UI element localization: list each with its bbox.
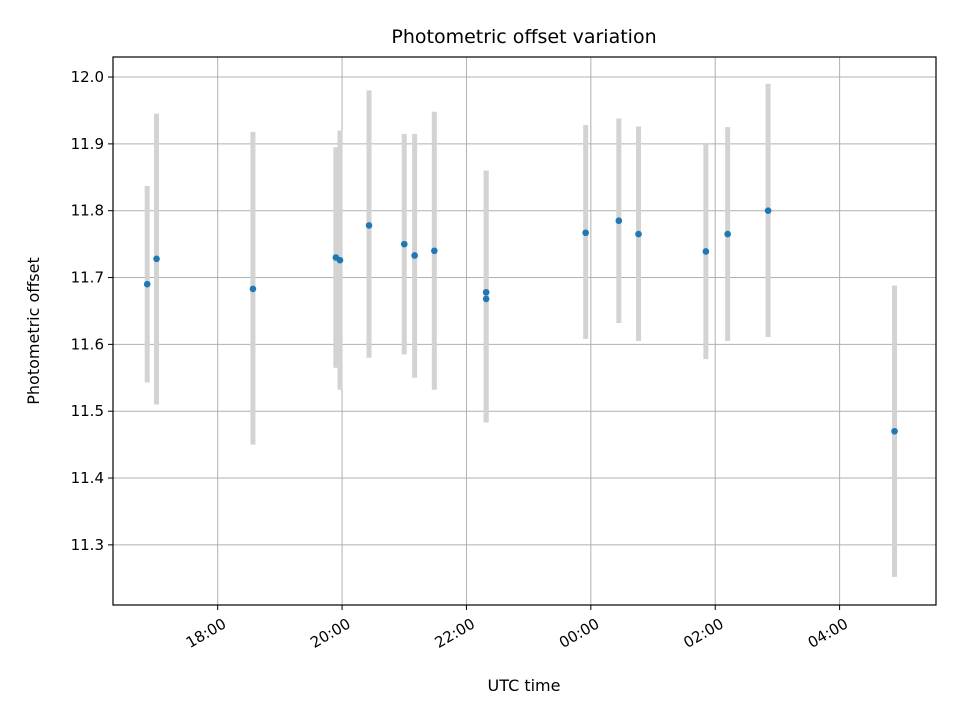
x-tick-label: 02:00 (680, 615, 726, 652)
y-tick-label: 11.4 (71, 469, 104, 487)
data-point (482, 288, 490, 296)
x-tick-label: 22:00 (432, 615, 478, 652)
chart-title: Photometric offset variation (391, 26, 656, 48)
data-point (615, 217, 623, 225)
data-point (702, 248, 710, 255)
x-tick-label: 20:00 (307, 615, 353, 652)
y-tick-label: 11.9 (71, 135, 104, 153)
data-point (153, 255, 160, 263)
data-point (143, 280, 151, 288)
y-axis-ticks: 11.3 11.4 11.5 11.6 11.7 11.8 11.9 12.0 (71, 68, 113, 554)
y-tick-label: 11.3 (71, 536, 104, 554)
x-tick-label: 18:00 (183, 615, 229, 652)
error-bars (144, 83, 898, 577)
y-tick-label: 11.5 (71, 402, 104, 420)
grid (113, 57, 936, 605)
y-tick-label: 11.8 (71, 202, 104, 220)
data-points (143, 207, 898, 435)
x-axis-ticks: 18:00 20:00 22:00 00:00 02:00 04:00 (183, 605, 851, 652)
data-point (635, 230, 642, 238)
x-axis-label: UTC time (488, 676, 561, 695)
data-point (249, 285, 257, 293)
x-tick-label: 04:00 (805, 615, 851, 652)
y-tick-label: 12.0 (71, 68, 104, 86)
data-point (724, 230, 731, 238)
data-point (411, 252, 418, 259)
data-point (482, 295, 490, 303)
y-tick-label: 11.7 (71, 269, 104, 287)
data-point (365, 222, 373, 229)
data-point (400, 240, 408, 248)
data-point (891, 427, 898, 435)
y-axis-label: Photometric offset (24, 257, 43, 405)
plot-frame (112, 56, 937, 606)
data-point (336, 256, 344, 264)
x-tick-label: 00:00 (556, 615, 602, 652)
y-tick-label: 11.6 (71, 335, 104, 353)
data-point (431, 247, 438, 255)
data-point (582, 229, 589, 237)
data-point (764, 207, 772, 215)
